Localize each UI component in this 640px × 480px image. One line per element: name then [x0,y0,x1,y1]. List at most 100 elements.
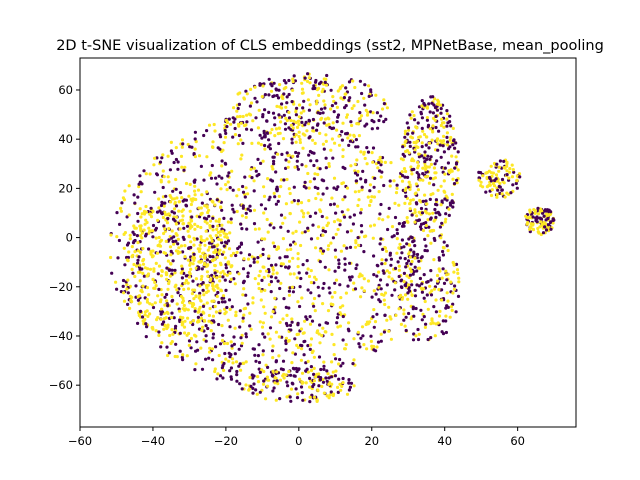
scatter-point-class-0 [158,250,162,254]
scatter-point-class-1 [136,270,141,274]
scatter-point-class-1 [383,246,387,250]
scatter-point-class-0 [335,321,339,325]
scatter-point-class-1 [314,196,318,201]
scatter-point-class-0 [360,230,364,234]
scatter-point-class-1 [207,123,212,127]
scatter-point-class-0 [428,176,433,180]
scatter-point-class-1 [130,255,134,259]
scatter-point-class-1 [324,133,328,137]
scatter-point-class-0 [269,290,273,294]
scatter-point-class-0 [237,133,241,138]
scatter-point-class-1 [369,224,373,228]
scatter-point-class-0 [447,213,451,217]
scatter-point-class-0 [536,206,540,210]
scatter-point-class-1 [221,294,226,298]
scatter-point-class-1 [287,110,291,114]
scatter-point-class-0 [338,283,342,287]
scatter-point-class-0 [366,150,371,154]
scatter-point-class-1 [309,337,314,341]
scatter-point-class-1 [159,298,163,302]
scatter-point-class-1 [170,328,174,332]
scatter-point-class-0 [248,209,252,213]
scatter-point-class-1 [225,236,229,240]
scatter-point-class-1 [326,221,330,225]
scatter-point-class-1 [327,244,331,248]
scatter-point-class-1 [330,360,334,364]
scatter-point-class-0 [347,388,351,392]
scatter-point-class-1 [137,185,141,189]
scatter-point-class-0 [272,81,276,85]
scatter-point-class-1 [452,262,456,266]
scatter-point-class-1 [285,177,289,182]
scatter-point-class-1 [212,299,216,303]
scatter-point-class-0 [296,323,300,327]
scatter-point-class-1 [211,228,215,232]
scatter-point-class-1 [365,113,370,117]
scatter-point-class-0 [375,274,379,278]
scatter-point-class-0 [345,132,349,136]
scatter-point-class-0 [195,237,199,241]
scatter-point-class-0 [347,381,351,385]
scatter-point-class-0 [417,105,422,109]
scatter-point-class-0 [404,328,408,333]
scatter-point-class-0 [433,162,437,166]
scatter-point-class-1 [263,237,267,241]
scatter-point-class-1 [421,166,425,170]
scatter-point-class-1 [297,134,301,139]
scatter-point-class-1 [309,368,314,373]
scatter-point-class-0 [171,189,175,193]
scatter-point-class-0 [277,88,281,92]
scatter-point-class-0 [160,212,164,216]
scatter-point-class-1 [295,276,299,280]
scatter-point-class-1 [300,91,304,95]
scatter-point-class-1 [317,93,321,97]
scatter-point-class-1 [325,216,329,220]
scatter-point-class-1 [416,164,420,168]
scatter-point-class-0 [212,245,216,249]
scatter-point-class-0 [376,340,381,344]
scatter-point-class-0 [423,237,427,241]
scatter-point-class-1 [140,236,144,240]
scatter-point-class-0 [434,310,438,314]
scatter-point-class-1 [490,188,494,192]
scatter-point-class-0 [220,208,224,212]
scatter-point-class-0 [182,226,186,230]
scatter-point-class-1 [322,391,326,395]
scatter-point-class-0 [361,334,365,338]
scatter-point-class-1 [199,254,203,259]
scatter-point-class-0 [497,184,501,189]
scatter-point-class-1 [379,332,383,336]
scatter-point-class-1 [139,227,143,231]
scatter-point-class-1 [157,197,161,201]
scatter-point-class-0 [316,122,320,126]
scatter-point-class-0 [214,345,218,349]
scatter-point-class-0 [360,185,364,189]
scatter-point-class-1 [397,295,401,299]
scatter-point-class-0 [383,313,387,317]
scatter-point-class-1 [311,349,315,353]
scatter-point-class-0 [434,215,438,219]
scatter-point-class-1 [262,194,267,198]
scatter-point-class-0 [353,287,358,291]
scatter-point-class-1 [270,127,274,132]
scatter-point-class-1 [266,378,270,382]
scatter-point-class-0 [348,278,352,282]
scatter-point-class-0 [434,114,438,118]
scatter-point-class-1 [385,106,389,110]
scatter-point-class-1 [261,353,265,357]
scatter-point-class-0 [289,373,293,377]
scatter-point-class-0 [440,221,444,225]
scatter-point-class-0 [144,232,148,236]
scatter-point-class-0 [245,120,249,124]
scatter-point-class-1 [403,140,407,144]
scatter-point-class-1 [141,246,145,251]
scatter-point-class-0 [381,269,385,273]
scatter-point-class-0 [359,177,363,181]
scatter-point-class-0 [354,138,358,142]
scatter-point-class-1 [338,311,342,315]
scatter-point-class-1 [229,265,233,269]
scatter-point-class-1 [455,268,460,272]
scatter-point-class-0 [451,302,455,306]
scatter-point-class-0 [413,118,417,122]
scatter-point-class-0 [117,238,121,243]
